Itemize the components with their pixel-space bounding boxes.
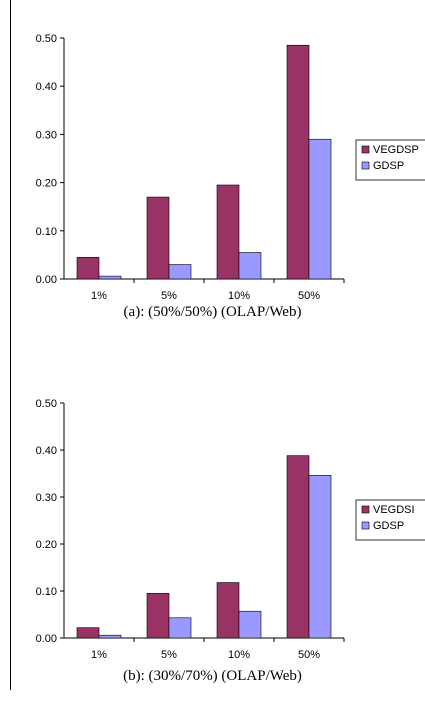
y-tick-label: 0.40 — [36, 81, 57, 93]
x-tick-label: 5% — [161, 290, 177, 302]
bar-series2 — [168, 617, 192, 639]
y-tick-label: 0.00 — [36, 633, 57, 645]
legend-label: GDSP — [373, 160, 404, 172]
y-tick-label: 0.50 — [36, 33, 57, 45]
x-tick-label: 1% — [91, 290, 107, 302]
bar-series1 — [286, 455, 310, 639]
chart-a-caption: (a): (50%/50%) (OLAP/Web) — [123, 304, 302, 320]
legend-swatch — [361, 505, 370, 514]
legend: VEGDSI GDSP — [355, 499, 425, 541]
y-tick-label: 0.30 — [36, 129, 57, 141]
bar-series1 — [76, 627, 100, 639]
y-tick-label: 0.00 — [36, 274, 57, 286]
x-tick-label: 5% — [161, 649, 177, 661]
legend-swatch — [361, 161, 370, 170]
x-tick-label: 50% — [298, 649, 320, 661]
chart-a: 0.00 0.10 0.20 0.30 0.40 0.50 1% 5% 10% 50% VEGDSP… — [0, 0, 425, 302]
bar-series2 — [98, 275, 122, 280]
x-tick-label: 10% — [228, 290, 250, 302]
y-tick-label: 0.50 — [36, 398, 57, 410]
bar-series2 — [308, 138, 332, 280]
chart-b-svg: 0.00 0.10 0.20 0.30 0.40 0.50 1% 5% 10% 50% VEGDSI… — [36, 398, 425, 661]
bar-series1 — [216, 582, 240, 639]
y-tick-label: 0.30 — [36, 492, 57, 504]
y-tick-label: 0.10 — [36, 586, 57, 598]
bar-series1 — [76, 257, 100, 280]
chart-b-caption: (b): (30%/70%) (OLAP/Web) — [123, 668, 302, 684]
legend: VEGDSP GDSP — [355, 139, 425, 181]
legend-label: VEGDSI — [373, 504, 415, 516]
bar-series2 — [238, 610, 262, 639]
x-tick-label: 1% — [91, 649, 107, 661]
legend-swatch — [361, 521, 370, 530]
bar-series2 — [98, 634, 122, 639]
bar-series1 — [146, 196, 170, 280]
y-tick-label: 0.20 — [36, 178, 57, 190]
y-tick-label: 0.20 — [36, 539, 57, 551]
chart-a-svg: 0.00 0.10 0.20 0.30 0.40 0.50 1% 5% 10% 50% VEGDSP… — [36, 33, 425, 302]
bar-series2 — [168, 264, 192, 280]
legend-label: GDSP — [373, 520, 404, 532]
legend-swatch — [361, 145, 370, 154]
left-border-line — [10, 0, 11, 690]
bar-series1 — [146, 593, 170, 639]
x-tick-label: 10% — [228, 649, 250, 661]
bar-series2 — [308, 475, 332, 639]
legend-label: VEGDSP — [373, 144, 419, 156]
bar-series1 — [216, 184, 240, 280]
y-tick-label: 0.10 — [36, 226, 57, 238]
bar-series2 — [238, 252, 262, 280]
y-tick-label: 0.40 — [36, 445, 57, 457]
bar-series1 — [286, 44, 310, 280]
x-tick-label: 50% — [298, 290, 320, 302]
chart-b: 0.00 0.10 0.20 0.30 0.40 0.50 1% 5% 10% 50% VEGDSI… — [0, 360, 425, 661]
